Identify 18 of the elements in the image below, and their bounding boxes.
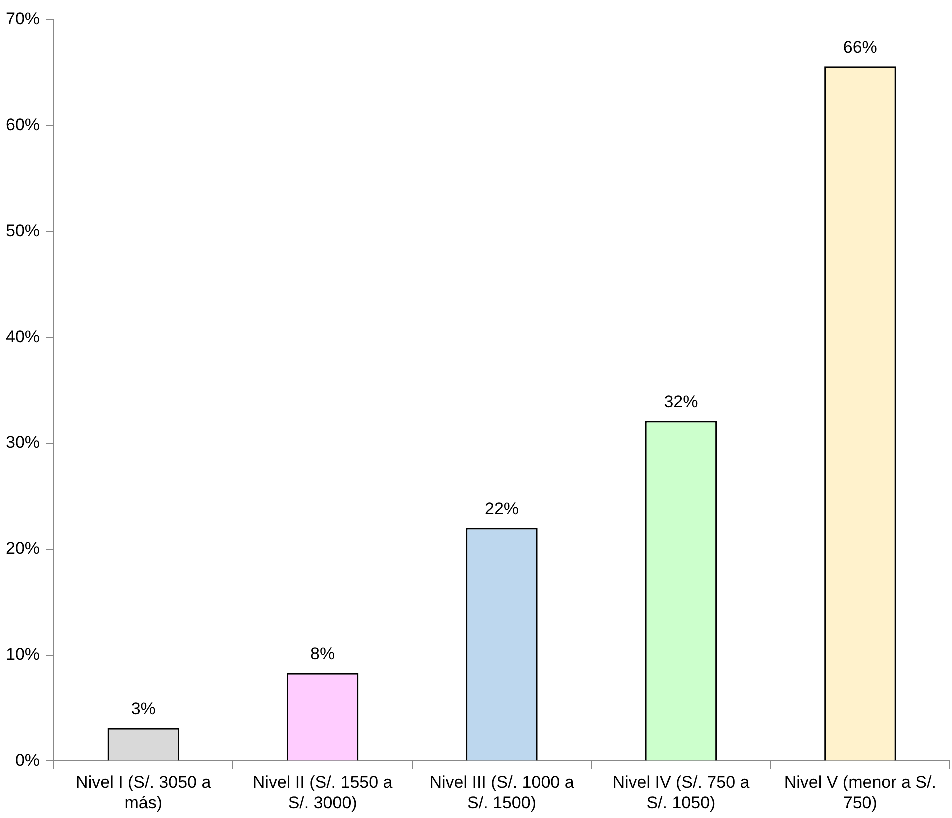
y-tick-label: 0% xyxy=(15,750,40,770)
data-label: 66% xyxy=(843,38,878,57)
y-tick-label: 60% xyxy=(6,116,40,135)
x-tick-label: Nivel I (S/. 3050 a más) xyxy=(76,773,212,812)
x-tick-label: Nivel V (menor a S/. 750) xyxy=(784,773,936,812)
data-label: 8% xyxy=(310,644,336,664)
x-tick-label: Nivel IV (S/. 750 a S/. 1050) xyxy=(612,773,750,812)
x-tick-label: Nivel II (S/. 1550 a S/. 3000) xyxy=(252,773,394,812)
data-label: 22% xyxy=(484,499,520,518)
x-tick-label: Nivel III (S/. 1000 a S/. 1500) xyxy=(430,773,575,812)
data-label: 32% xyxy=(664,392,698,412)
y-tick-label: 40% xyxy=(6,327,40,346)
y-tick-label: 30% xyxy=(6,433,40,452)
y-tick-label: 10% xyxy=(6,645,40,664)
y-tick-label: 70% xyxy=(6,10,40,29)
data-label: 3% xyxy=(131,700,156,719)
y-tick-label: 50% xyxy=(6,221,40,240)
y-tick-label: 20% xyxy=(6,539,40,558)
